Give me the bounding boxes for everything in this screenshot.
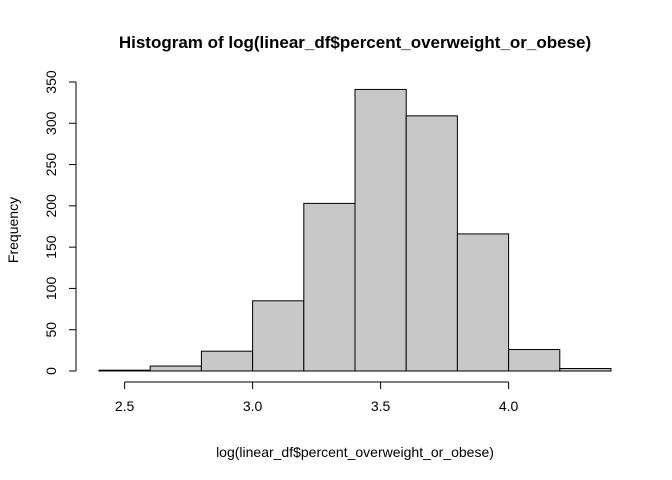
y-tick-label-6: 300: [43, 111, 59, 135]
y-tick-label-2: 100: [43, 277, 59, 301]
x-tick-label-2: 3.5: [371, 398, 391, 414]
chart-title: Histogram of log(linear_df$percent_overw…: [119, 33, 591, 52]
y-tick-label-4: 200: [43, 194, 59, 218]
histogram-bar-4: [303, 202, 356, 372]
y-axis-label: Frequency: [5, 197, 21, 263]
y-tick-label-5: 250: [43, 153, 59, 177]
histogram-bar-1: [149, 365, 202, 372]
histogram-bar-3: [252, 300, 305, 372]
x-tick-label-0: 2.5: [115, 398, 135, 414]
histogram-bar-6: [405, 115, 458, 372]
histogram-bar-0: [98, 369, 151, 372]
histogram-bar-9: [559, 368, 612, 372]
y-tick-label-1: 50: [43, 322, 59, 338]
x-tick-label-3: 4.0: [499, 398, 519, 414]
x-axis: 2.5 3.0 3.5 4.0: [115, 381, 519, 414]
bars-group: [98, 88, 612, 372]
histogram-bar-7: [456, 233, 510, 372]
y-axis: 0 50 100 150 200 250 300 350: [43, 70, 77, 375]
y-tick-label-0: 0: [43, 367, 59, 375]
histogram-bar-2: [200, 350, 254, 372]
y-tick-label-3: 150: [43, 235, 59, 259]
x-axis-label: log(linear_df$percent_overweight_or_obes…: [216, 444, 494, 460]
histogram-bar-5: [354, 88, 407, 372]
histogram-bar-8: [508, 349, 561, 372]
y-tick-label-7: 350: [43, 70, 59, 94]
x-tick-label-1: 3.0: [243, 398, 263, 414]
